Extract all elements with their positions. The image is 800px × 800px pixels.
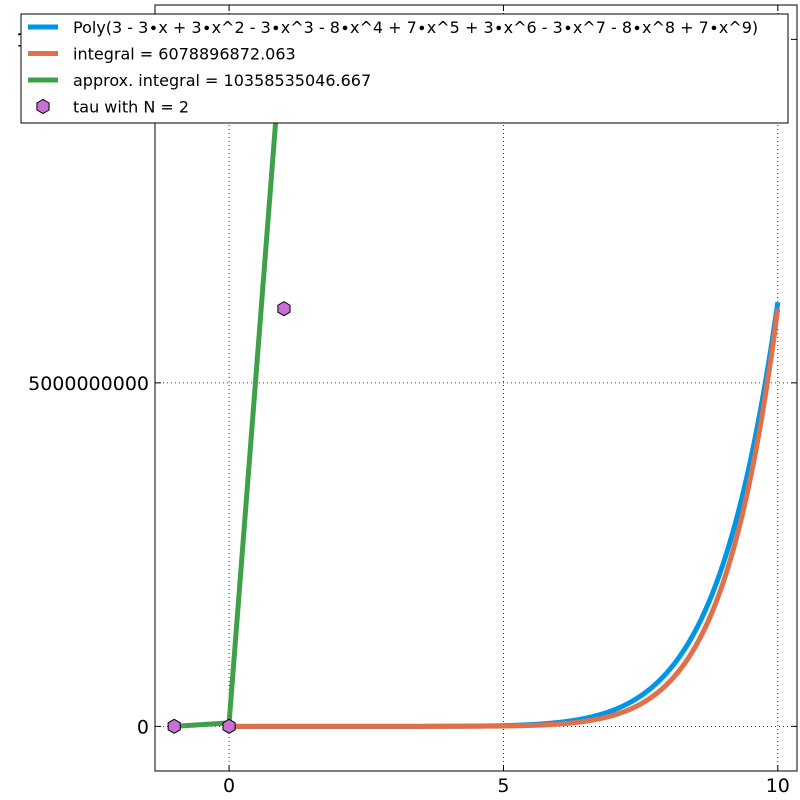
x-tick-label: 5 bbox=[497, 775, 509, 797]
tau-marker bbox=[277, 301, 291, 317]
legend-marker bbox=[36, 98, 50, 115]
series-line-1 bbox=[227, 308, 781, 729]
plot-markers bbox=[167, 301, 291, 734]
legend-label: Poly(3 - 3∙x + 3∙x^2 - 3∙x^3 - 8∙x^4 + 7… bbox=[73, 18, 758, 37]
legend-box bbox=[20, 13, 789, 124]
tau-marker bbox=[167, 718, 181, 734]
legend-label: approx. integral = 10358535046.667 bbox=[73, 71, 371, 90]
legend: Poly(3 - 3∙x + 3∙x^2 - 3∙x^3 - 8∙x^4 + 7… bbox=[20, 13, 789, 124]
y-tick-label: 0 bbox=[137, 716, 149, 738]
tau-marker bbox=[222, 718, 236, 734]
x-tick-label: 10 bbox=[766, 775, 790, 797]
plot-frame bbox=[154, 4, 798, 772]
legend-label: integral = 6078896872.063 bbox=[73, 45, 296, 64]
legend-label: tau with N = 2 bbox=[73, 98, 189, 117]
y-tick-label: 5000000000 bbox=[28, 373, 149, 395]
x-tick-label: 0 bbox=[223, 775, 235, 797]
